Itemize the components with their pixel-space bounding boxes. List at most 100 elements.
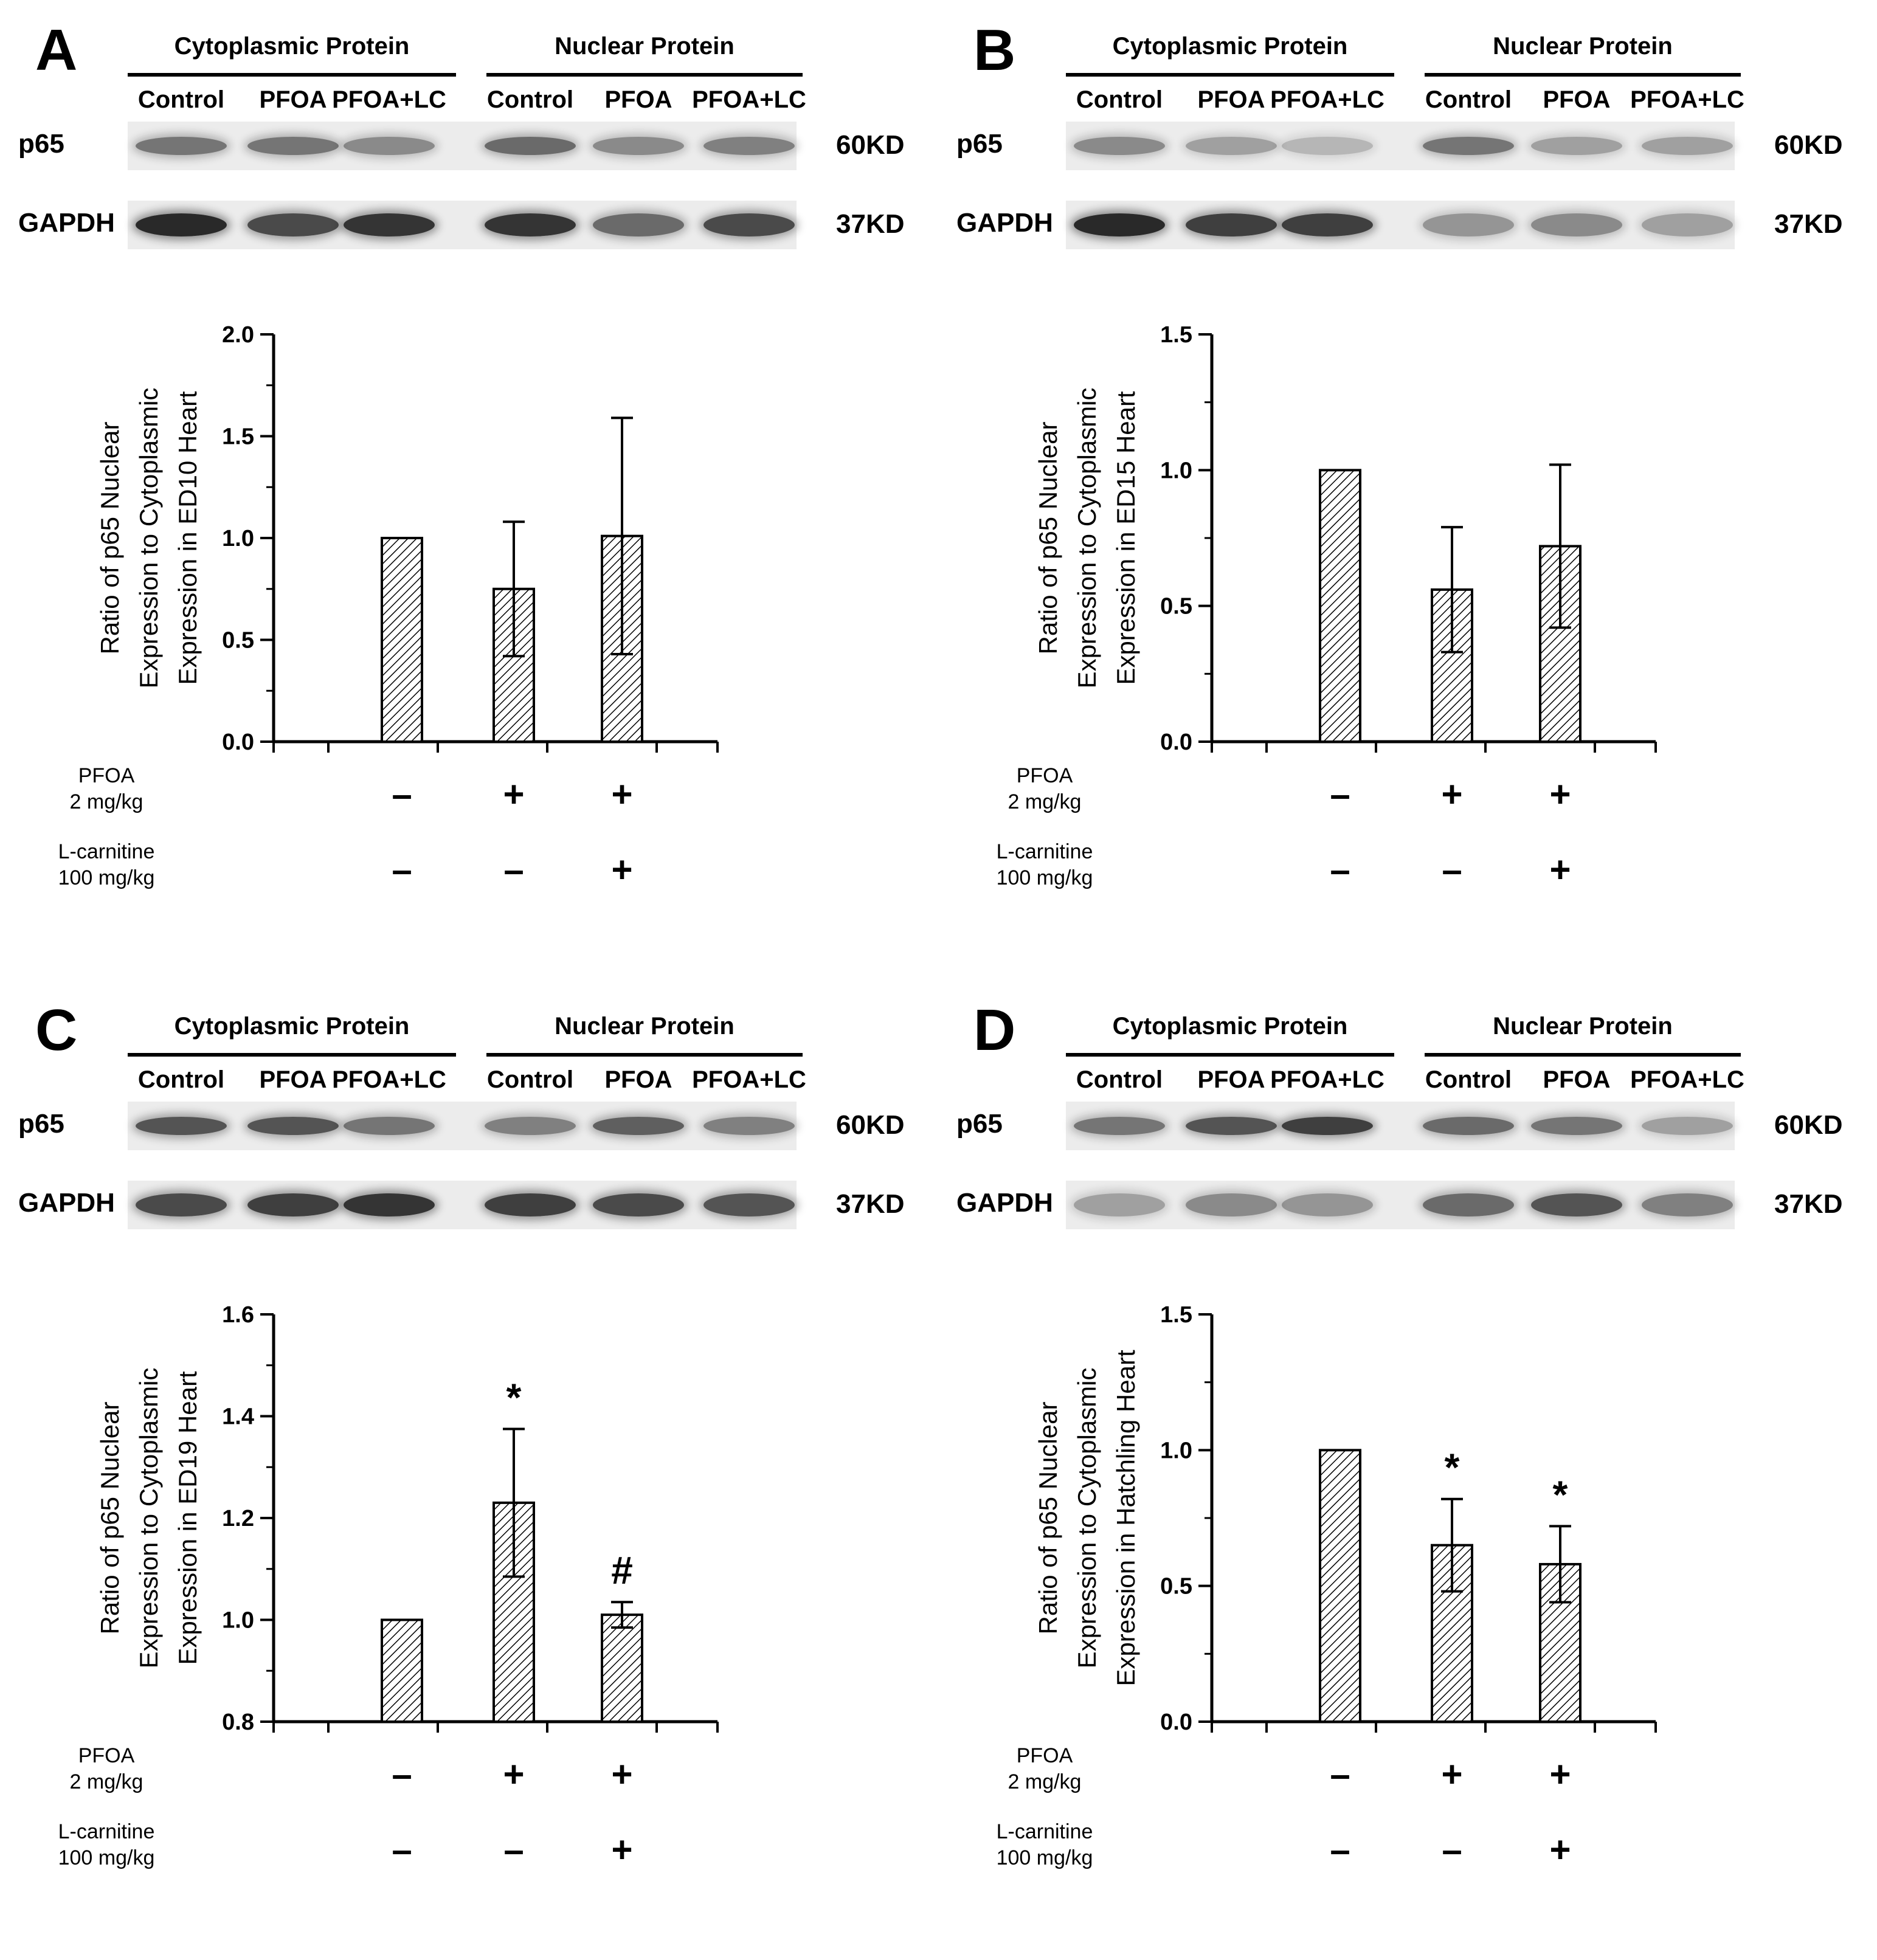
blot-lane-label: PFOA [1197,1066,1265,1093]
blot-band [1074,213,1165,236]
blot-band [247,1193,339,1216]
y-axis-label-line: Expression to Cytoplasmic [134,1368,163,1669]
blot-row-label: p65 [18,1109,64,1139]
bar-chart: 0.0 0.5 1.0 1.5 Ratio of p65 Nuclear Expressi… [1034,322,1657,755]
blot-lane-label: PFOA+LC [1270,1066,1384,1093]
plus-sign: + [1549,774,1571,815]
treatment-label-line: PFOA [1016,1744,1073,1767]
blot-group-underline [486,73,803,77]
y-tick-label: 1.0 [1160,458,1192,483]
y-axis-label-line: Ratio of p65 Nuclear [95,422,124,655]
bar-control [381,537,423,743]
blot-band [1642,1117,1733,1135]
blot-row-label: p65 [956,129,1003,159]
y-tick-label: 1.5 [1160,1302,1192,1328]
blot-band [703,137,795,155]
blot-lane-label: Control [486,1066,574,1093]
blot-group-underline [1066,1053,1394,1057]
y-axis-label-line: Expression to Cytoplasmic [1073,1368,1101,1669]
plus-sign: + [1549,1754,1571,1795]
blot-lane-label: Control [1076,86,1163,113]
treatment-label-line: 100 mg/kg [58,1846,155,1869]
y-axis-label-line: Ratio of p65 Nuclear [1034,422,1062,655]
bar-chart: 0.8 1.0 1.2 1.4 1.6 Ratio of p65 Nuclear Expre… [95,1302,719,1735]
y-tick-label: 0.5 [222,628,254,654]
y-axis-label-line: Expression in ED15 Heart [1111,391,1140,685]
blot-row-label: GAPDH [18,208,115,238]
blot-kd-label: 37KD [1774,1189,1843,1219]
blot-band [136,1193,227,1216]
figure-panel: B Cytoplasmic Protein Nuclear Protein Contr… [938,0,1876,980]
blot-lane-label: PFOA [259,1066,327,1093]
blot-lane-label: Control [137,1066,225,1093]
treatment-label: L-carnitine 100 mg/kg [27,839,185,891]
y-axis-label-line: Expression in ED19 Heart [173,1371,202,1665]
treatment-label-line: PFOA [78,1744,135,1767]
blot-band [485,1193,576,1216]
treatment-label-line: L-carnitine [996,840,1093,863]
y-tick-label: 1.0 [222,526,254,551]
blot-band [1074,1117,1165,1135]
y-tick-label: 0.0 [1160,1710,1192,1735]
blot-band [1282,1193,1373,1216]
y-tick-label: 1.2 [222,1506,254,1531]
blot-band [593,1193,684,1216]
y-tick-label: 0.5 [1160,594,1192,619]
treatment-label-line: 100 mg/kg [996,1846,1093,1869]
plus-sign: + [1549,849,1571,890]
blot-band [1642,137,1733,155]
blot-band [703,1193,795,1216]
blot-row-label: GAPDH [956,1188,1053,1218]
minus-sign: – [503,849,524,890]
blot-kd-label: 37KD [1774,209,1843,239]
blot-strip [1066,1102,1735,1150]
treatment-label: L-carnitine 100 mg/kg [966,1819,1124,1871]
bar-pfoa-lc [601,534,643,744]
blot-row-label: p65 [956,1109,1003,1139]
minus-sign: – [503,1829,524,1870]
y-tick-label: 0.0 [1160,730,1192,755]
blot-band [485,1117,576,1135]
blot-band [1186,1117,1277,1135]
blot-band [593,137,684,155]
panel-letter: D [973,998,1016,1063]
panel-letter: B [973,18,1016,83]
minus-sign: – [392,1829,412,1870]
blot-band [1531,213,1622,236]
y-tick-label: 1.0 [1160,1438,1192,1463]
blot-lane-label: PFOA+LC [1630,86,1744,113]
blot-band [485,137,576,155]
panel-letter: A [35,18,78,83]
blot-group-underline [1425,73,1741,77]
plus-sign: + [1441,1754,1463,1795]
blot-band [1531,137,1622,155]
blot-lane-label: PFOA+LC [692,86,806,113]
blot-strip [128,1181,797,1229]
blot-lane-label: PFOA+LC [692,1066,806,1093]
minus-sign: – [392,849,412,890]
minus-sign: – [1330,849,1350,890]
bar-chart: 0.0 0.5 1.0 1.5 2.0 Ratio of p65 Nuclear Expre… [95,322,719,755]
blot-band [344,1117,435,1135]
blot-band [593,1117,684,1135]
blot-kd-label: 60KD [1774,130,1843,160]
blot-band [1423,137,1514,155]
blot-band [1423,1193,1514,1216]
blot-band [247,137,339,155]
blot-band [1531,1117,1622,1135]
blot-band [344,137,435,155]
blot-band [247,213,339,236]
blot-band [1531,1193,1622,1216]
blot-lane-label: PFOA [259,86,327,113]
plus-sign: + [503,774,525,815]
blot-band [247,1117,339,1135]
blot-lane-label: PFOA+LC [1270,86,1384,113]
blot-kd-label: 60KD [836,130,905,160]
treatment-label: PFOA 2 mg/kg [966,763,1124,815]
blot-band [136,213,227,236]
blot-kd-label: 37KD [836,209,905,239]
plus-sign: + [1441,774,1463,815]
plus-sign: + [503,1754,525,1795]
blot-row-label: GAPDH [956,208,1053,238]
blot-group-underline [1425,1053,1741,1057]
